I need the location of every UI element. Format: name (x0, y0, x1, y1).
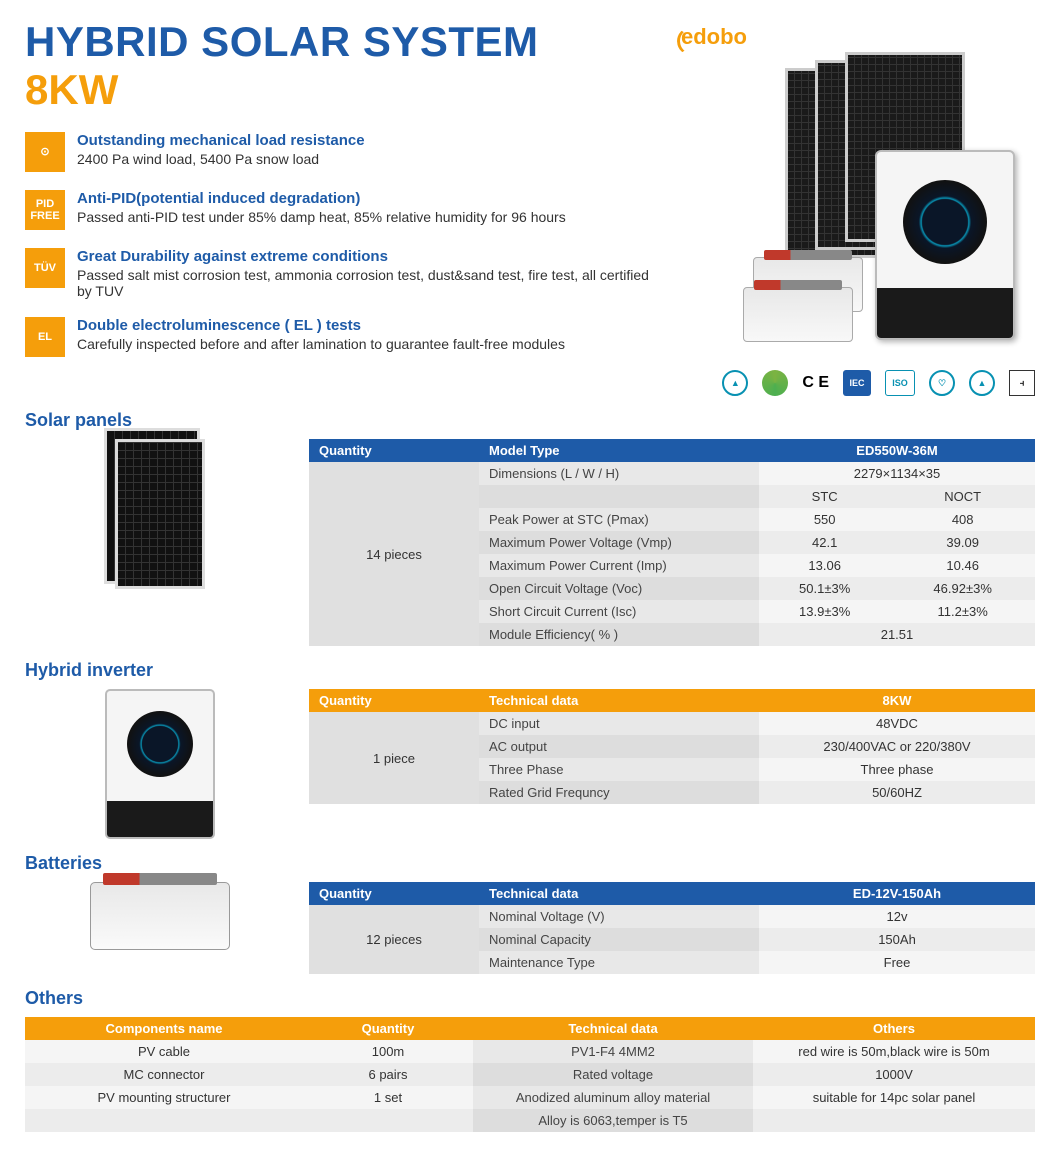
th-quantity: Quantity (309, 882, 479, 905)
row-value: Free (759, 951, 1035, 974)
other-tech: Rated voltage (473, 1063, 753, 1086)
row-value-noct: 10.46 (890, 554, 1035, 577)
other-extra: red wire is 50m,black wire is 50m (753, 1040, 1035, 1063)
th-product: ED-12V-150Ah (759, 882, 1035, 905)
feature-desc: 2400 Pa wind load, 5400 Pa snow load (77, 151, 365, 167)
row-label: Rated Grid Frequncy (479, 781, 759, 804)
row-value-noct: 46.92±3% (890, 577, 1035, 600)
th-model: Model Type (479, 439, 759, 462)
row-label: Three Phase (479, 758, 759, 781)
other-name (25, 1109, 303, 1132)
feature-desc: Carefully inspected before and after lam… (77, 336, 565, 352)
solar-panel-image (25, 439, 295, 589)
others-table: Components name Quantity Technical data … (25, 1017, 1035, 1132)
feature-heading: Outstanding mechanical load resistance (77, 132, 365, 149)
row-value: 2279×1134×35 (759, 462, 1035, 485)
row-label: Nominal Capacity (479, 928, 759, 951)
th-quantity: Quantity (309, 439, 479, 462)
batteries-table: Quantity Technical data ED-12V-150Ah 12 … (309, 882, 1035, 974)
row-value: Three phase (759, 758, 1035, 781)
other-name: PV mounting structurer (25, 1086, 303, 1109)
other-tech: Anodized aluminum alloy material (473, 1086, 753, 1109)
qty-cell: 12 pieces (309, 905, 479, 974)
qty-cell: 1 piece (309, 712, 479, 804)
section-title-others: Others (25, 988, 1035, 1009)
other-extra (753, 1109, 1035, 1132)
row-label: Nominal Voltage (V) (479, 905, 759, 928)
th-product: ED550W-36M (759, 439, 1035, 462)
feature-heading: Great Durability against extreme conditi… (77, 248, 655, 265)
row-value: 21.51 (759, 623, 1035, 646)
row-value: 12v (759, 905, 1035, 928)
section-title-panels: Solar panels (25, 410, 1035, 431)
th-tech: Technical data (473, 1017, 753, 1040)
other-tech: Alloy is 6063,temper is T5 (473, 1109, 753, 1132)
page-title: HYBRID SOLAR SYSTEM (25, 20, 655, 64)
solar-panels-table: Quantity Model Type ED550W-36M 14 pieces… (309, 439, 1035, 646)
section-title-inverter: Hybrid inverter (25, 660, 1035, 681)
row-value-stc: 13.06 (759, 554, 890, 577)
other-extra: 1000V (753, 1063, 1035, 1086)
inverter-image (25, 689, 295, 839)
row-value: 150Ah (759, 928, 1035, 951)
other-name: MC connector (25, 1063, 303, 1086)
row-label: Dimensions (L / W / H) (479, 462, 759, 485)
row-value: 50/60HZ (759, 781, 1035, 804)
el-icon: EL (25, 317, 65, 357)
qty-cell: 14 pieces (309, 462, 479, 646)
other-qty: 100m (303, 1040, 473, 1063)
brand-logo: edobo (681, 24, 747, 50)
other-qty (303, 1109, 473, 1132)
gauge-icon: ⊙ (25, 132, 65, 172)
feature-desc: Passed anti-PID test under 85% damp heat… (77, 209, 566, 225)
th-name: Components name (25, 1017, 303, 1040)
row-value-noct: 11.2±3% (890, 600, 1035, 623)
feature-desc: Passed salt mist corrosion test, ammonia… (77, 267, 655, 299)
certification-badges: ▲ C E IEC ISO ♡ ▲ ⫞ (675, 370, 1035, 396)
pid-icon: PID FREE (25, 190, 65, 230)
section-title-batteries: Batteries (25, 853, 1035, 874)
row-label: DC input (479, 712, 759, 735)
row-value-stc: 42.1 (759, 531, 890, 554)
subhdr-noct: NOCT (890, 485, 1035, 508)
subhdr-stc: STC (759, 485, 890, 508)
feature-heading: Double electroluminescence ( EL ) tests (77, 317, 565, 334)
row-label: Peak Power at STC (Pmax) (479, 508, 759, 531)
row-value-stc: 550 (759, 508, 890, 531)
product-hero-image: edobo (675, 20, 1035, 360)
row-label: Short Circuit Current (Isc) (479, 600, 759, 623)
th-other: Others (753, 1017, 1035, 1040)
other-tech: PV1-F4 4MM2 (473, 1040, 753, 1063)
th-tech: Technical data (479, 882, 759, 905)
inverter-table: Quantity Technical data 8KW 1 pieceDC in… (309, 689, 1035, 804)
row-label: Module Efficiency( % ) (479, 623, 759, 646)
row-value-stc: 13.9±3% (759, 600, 890, 623)
th-tech: Technical data (479, 689, 759, 712)
feature-heading: Anti-PID(potential induced degradation) (77, 190, 566, 207)
row-label: Maximum Power Voltage (Vmp) (479, 531, 759, 554)
row-value-noct: 408 (890, 508, 1035, 531)
row-value-noct: 39.09 (890, 531, 1035, 554)
other-qty: 1 set (303, 1086, 473, 1109)
row-label: AC output (479, 735, 759, 758)
row-value: 48VDC (759, 712, 1035, 735)
other-qty: 6 pairs (303, 1063, 473, 1086)
th-quantity: Quantity (303, 1017, 473, 1040)
tuv-icon: TÜV (25, 248, 65, 288)
th-product: 8KW (759, 689, 1035, 712)
row-value: 230/400VAC or 220/380V (759, 735, 1035, 758)
battery-image (25, 882, 295, 950)
page-subtitle: 8KW (25, 66, 655, 114)
row-label: Maximum Power Current (Imp) (479, 554, 759, 577)
row-label: Open Circuit Voltage (Voc) (479, 577, 759, 600)
other-extra: suitable for 14pc solar panel (753, 1086, 1035, 1109)
th-quantity: Quantity (309, 689, 479, 712)
row-value-stc: 50.1±3% (759, 577, 890, 600)
row-label: Maintenance Type (479, 951, 759, 974)
other-name: PV cable (25, 1040, 303, 1063)
